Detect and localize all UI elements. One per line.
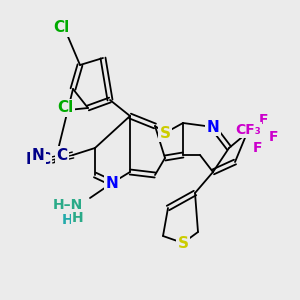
Text: N: N (106, 176, 118, 190)
Text: F: F (252, 141, 262, 155)
Text: H: H (72, 211, 84, 225)
Text: F: F (269, 130, 279, 144)
Text: N: N (32, 148, 44, 163)
Text: H–N: H–N (53, 198, 83, 212)
Text: F: F (259, 113, 269, 127)
Text: Cl: Cl (57, 100, 73, 116)
Text: C: C (39, 152, 51, 167)
Text: S: S (178, 236, 188, 250)
Text: CF₃: CF₃ (235, 123, 261, 137)
Text: S: S (160, 125, 170, 140)
Text: NH: NH (55, 200, 81, 214)
Text: N: N (26, 152, 38, 167)
Text: N: N (207, 119, 219, 134)
Text: C: C (56, 148, 68, 163)
Text: Cl: Cl (53, 20, 69, 35)
Text: H: H (62, 213, 74, 227)
